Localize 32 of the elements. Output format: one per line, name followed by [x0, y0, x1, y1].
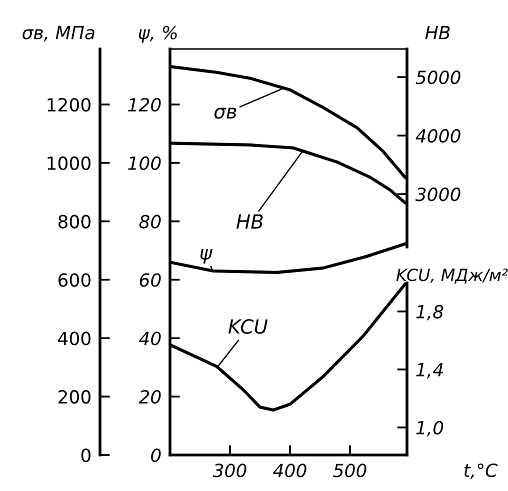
y2-tick-label: 5000 [416, 70, 460, 84]
y-tick-label: 800 [58, 214, 90, 228]
x-tick-label: 500 [333, 464, 366, 478]
y2-tick-label: 4000 [416, 129, 460, 143]
y-tick-label: 40 [139, 332, 161, 346]
series-label: KCU [228, 319, 268, 334]
y-tick-label: 1000 [48, 156, 90, 170]
y2-axis-title: KCU, МДж/м² [396, 268, 508, 284]
y-tick-label: 1200 [48, 98, 90, 112]
text: НВ [236, 214, 263, 229]
y-tick-label: 600 [58, 273, 90, 287]
y-tick-label: 0 [151, 448, 161, 462]
y-tick-label: 60 [140, 273, 161, 287]
legend-label: σв [214, 108, 236, 119]
y-tick-label: 100 [128, 156, 161, 170]
legend-label: ψ [200, 248, 212, 264]
y2-axis-title: НВ [425, 26, 450, 40]
y-axis-title: ψ, % [138, 26, 177, 43]
y-tick-label: 20 [138, 390, 161, 404]
y-tick-label: 0 [81, 448, 90, 462]
y2-tick-label: 1,0 [416, 420, 444, 436]
y2-tick-label: 1,8 [416, 304, 444, 320]
y-tick-label: 120 [128, 98, 161, 112]
y2-tick-label: 1,4 [416, 363, 443, 378]
x-axis-title: t,°C [464, 463, 498, 479]
y-tick-label: 80 [139, 214, 161, 228]
y2-tick-label: 3000 [415, 188, 460, 202]
x-tick-label: 300 [212, 464, 246, 478]
y-tick-label: 200 [58, 390, 90, 404]
y-axis-title: σв, МПа [22, 26, 94, 42]
y-tick-label: 400 [58, 332, 90, 346]
x-tick-label: 400 [273, 464, 306, 478]
